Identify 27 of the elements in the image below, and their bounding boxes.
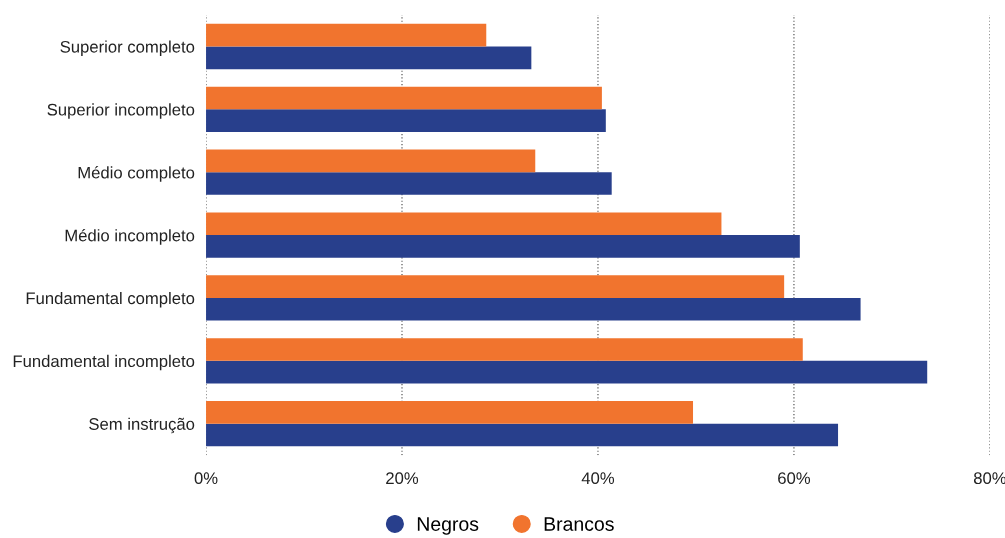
bar xyxy=(206,401,694,424)
y-tick-label: Superior incompleto xyxy=(47,103,195,119)
x-tick-label: 40% xyxy=(581,472,615,485)
bar xyxy=(206,23,487,47)
y-tick-label: Sem instrução xyxy=(89,417,195,434)
bar xyxy=(206,149,536,173)
x-tick-label: 20% xyxy=(386,472,419,485)
bar xyxy=(206,86,602,110)
bar xyxy=(206,423,839,447)
bar xyxy=(206,109,606,132)
bar xyxy=(206,212,722,236)
y-tick-label: Superior completo xyxy=(60,40,195,56)
y-tick-label: Médio completo xyxy=(78,166,195,182)
x-tick-label: 0% xyxy=(194,472,218,485)
x-tick-label: 60% xyxy=(778,472,811,485)
bar xyxy=(206,360,928,384)
bar xyxy=(206,338,803,361)
bar xyxy=(206,46,532,70)
y-tick-label: Fundamental incompleto xyxy=(13,354,195,371)
bar xyxy=(206,235,800,258)
legend-label: Negros xyxy=(417,517,479,535)
legend-label: Brancos xyxy=(544,517,614,531)
bar xyxy=(206,172,612,195)
bar xyxy=(206,275,785,298)
y-tick-label: Fundamental completo xyxy=(26,291,195,308)
bar xyxy=(206,297,861,321)
y-tick-label: Médio incompleto xyxy=(65,228,195,245)
